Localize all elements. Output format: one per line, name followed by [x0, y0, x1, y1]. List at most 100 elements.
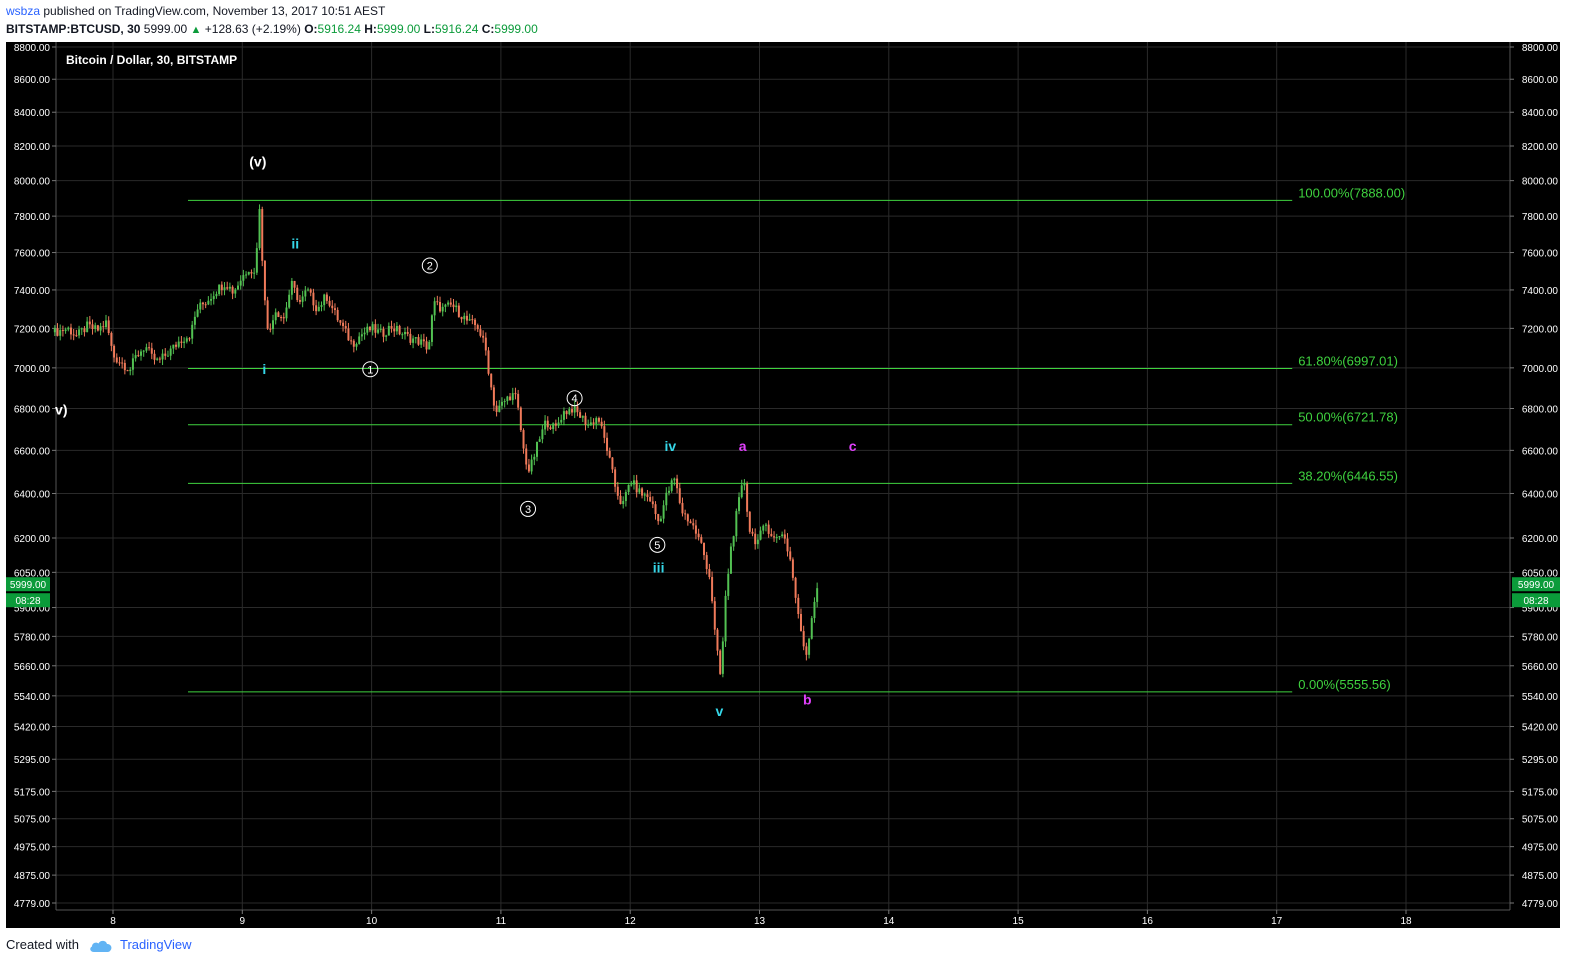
candle-body — [455, 305, 458, 308]
candle-body — [759, 530, 762, 540]
wave-circle-marker — [520, 500, 537, 517]
candle-body — [616, 486, 619, 496]
candle-body — [134, 355, 137, 359]
candle-body — [665, 492, 668, 506]
price-axis-left[interactable]: 8800.00 8600.00 8400.00 8200.00 8000.00 7800.… — [14, 43, 56, 910]
candle-body — [490, 373, 493, 388]
candle-body — [223, 287, 226, 291]
candle-body — [684, 513, 687, 515]
y-tick-label-right: 5660.00 — [1522, 662, 1559, 673]
candle-body — [166, 355, 169, 357]
candle-body — [374, 324, 377, 333]
y-tick-label-left: 4975.00 — [14, 843, 51, 854]
price-chart[interactable]: 8800.00 8600.00 8400.00 8200.00 8000.00 7800.… — [6, 42, 1560, 928]
y-tick-label-left: 7400.00 — [14, 286, 51, 297]
symbol-label: BITSTAMP:BTCUSD, 30 — [6, 22, 141, 36]
x-tick-label: 15 — [1013, 916, 1025, 927]
y-tick-label-left: 6200.00 — [14, 534, 51, 545]
fibonacci-retracement[interactable]: 100.00%(7888.00) 61.80%(6997.01) 50.00%(67… — [187, 185, 1405, 693]
candle-body — [53, 328, 56, 333]
fib-level-label: 38.20%(6446.55) — [1298, 468, 1398, 483]
candle-body — [78, 329, 81, 336]
candle-body — [692, 523, 695, 526]
candle-body — [506, 396, 509, 402]
candle-body — [142, 350, 145, 352]
candle-body — [552, 423, 555, 429]
y-tick-label-right: 7000.00 — [1522, 364, 1559, 375]
candle-body — [355, 343, 358, 347]
candle-body — [236, 285, 239, 290]
candle-body — [484, 337, 487, 351]
y-tick-label-right: 4779.00 — [1522, 899, 1559, 910]
candle-body — [88, 321, 91, 325]
candle-body — [635, 480, 638, 493]
candle-body — [263, 260, 266, 301]
candle-body — [657, 514, 660, 522]
wave-circle-marker — [649, 536, 666, 553]
y-tick-label-right: 5295.00 — [1522, 755, 1559, 766]
candle-body — [810, 618, 813, 639]
candle-body — [153, 353, 156, 360]
candle-body — [624, 492, 627, 502]
time-axis[interactable]: 8 9 10 11 12 13 14 15 16 17 18 — [110, 910, 1412, 927]
candle-body — [541, 429, 544, 440]
candle-body — [328, 300, 331, 306]
candle-body — [627, 484, 630, 493]
grid — [56, 42, 1510, 910]
candle-body — [608, 450, 611, 458]
y-tick-label-left: 5780.00 — [14, 632, 51, 643]
candle-body — [99, 326, 102, 331]
tradingview-link[interactable]: TradingView — [120, 937, 192, 952]
y-tick-label-right: 5175.00 — [1522, 787, 1559, 798]
price-axis-right[interactable]: 8800.00 8600.00 8400.00 8200.00 8000.00 7800.… — [1510, 43, 1558, 910]
candle-body — [188, 338, 191, 340]
candle-body — [592, 422, 595, 424]
candle-body — [137, 355, 140, 357]
candle-body — [269, 328, 272, 330]
candle-body — [406, 331, 409, 334]
candle-body — [404, 331, 407, 335]
candle-body — [207, 300, 210, 305]
candle-body — [667, 490, 670, 493]
wave-label-circled: 5 — [654, 540, 660, 552]
last-price-badge-right — [1512, 577, 1560, 592]
x-tick-label: 9 — [240, 916, 246, 927]
candle-body — [565, 411, 568, 415]
y-tick-label-right: 5420.00 — [1522, 723, 1559, 734]
candle-body — [622, 501, 625, 505]
candle-body — [282, 317, 285, 319]
y-tick-label-right: 7600.00 — [1522, 249, 1559, 260]
candle-body — [126, 370, 129, 372]
wave-label: v) — [55, 402, 67, 418]
candle-body — [576, 406, 579, 413]
y-tick-label-right: 8800.00 — [1522, 43, 1559, 54]
ohlc-line: BITSTAMP:BTCUSD, 30 5999.00 ▲ +128.63 (+… — [6, 22, 538, 36]
wave-label: (v) — [249, 153, 266, 169]
candle-body — [180, 341, 183, 343]
candle-body — [778, 536, 781, 538]
candle-body — [471, 319, 474, 321]
candle-body — [557, 422, 560, 426]
y-tick-label-right: 8200.00 — [1522, 142, 1559, 153]
wave-label: ii — [291, 235, 299, 251]
candle-body — [676, 478, 679, 489]
candle-body — [234, 289, 237, 294]
candle-body — [250, 272, 253, 274]
candle-body — [724, 595, 727, 642]
fib-level-label: 61.80%(6997.01) — [1298, 353, 1398, 368]
candle-body — [719, 650, 722, 674]
candle-body — [711, 577, 714, 602]
y-tick-label-left: 8600.00 — [14, 75, 51, 86]
y-tick-label-left: 5420.00 — [14, 723, 51, 734]
x-tick-label: 18 — [1400, 916, 1412, 927]
candle-body — [511, 393, 514, 401]
candle-body — [465, 315, 468, 321]
candle-body — [169, 348, 172, 356]
candle-body — [735, 511, 738, 537]
author-link[interactable]: wsbza — [6, 4, 41, 18]
candle-body — [164, 353, 167, 356]
candle-body — [428, 341, 431, 350]
candle-body — [417, 337, 420, 345]
y-tick-label-right: 5900.00 — [1522, 604, 1559, 615]
y-tick-label-left: 6050.00 — [14, 568, 51, 579]
